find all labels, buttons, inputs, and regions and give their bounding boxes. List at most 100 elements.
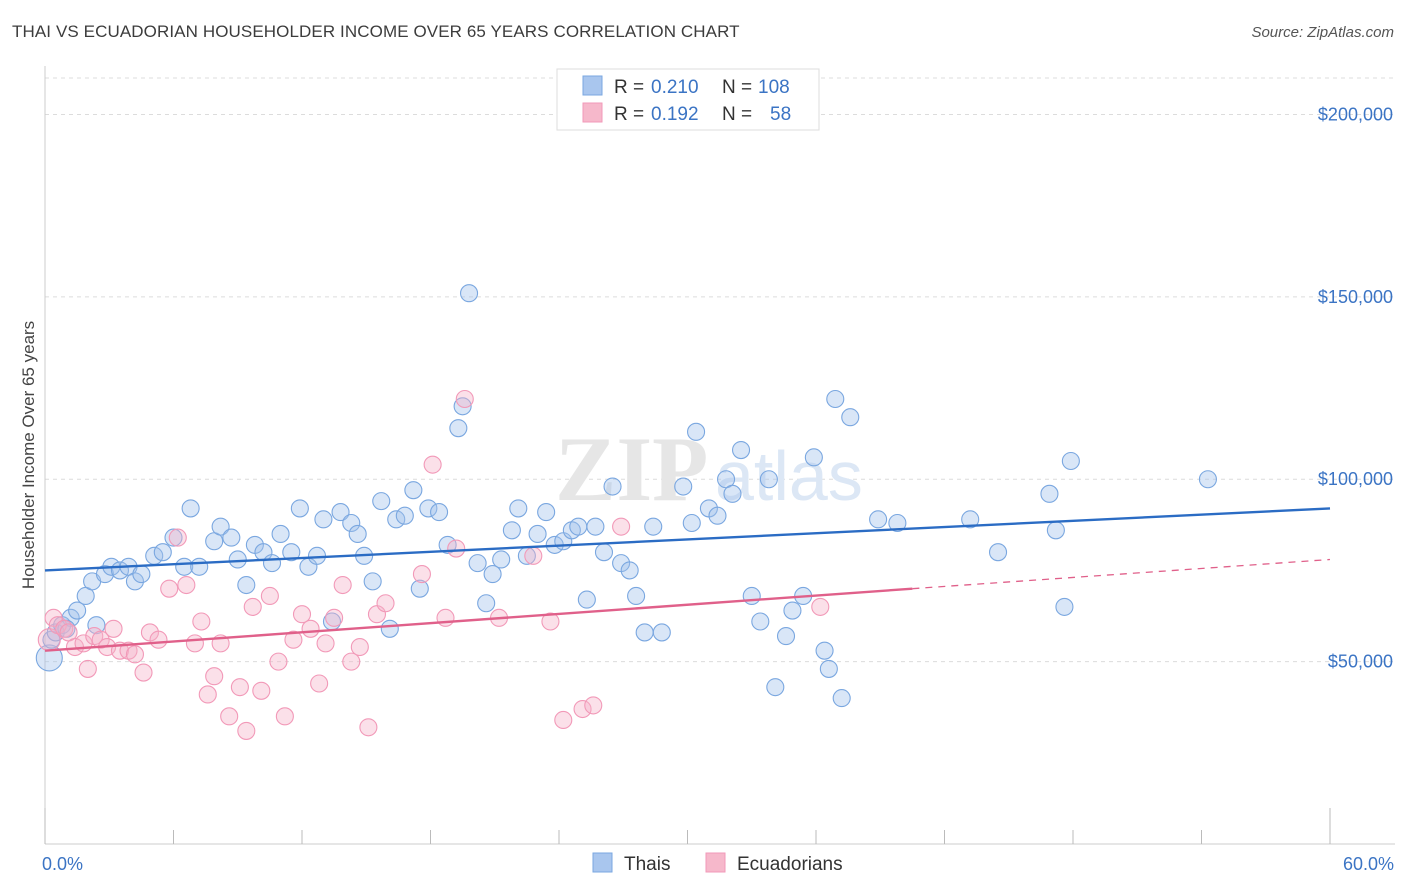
data-point [766,678,785,697]
watermark: ZIP atlas [555,418,863,520]
data-point [153,543,172,562]
data-point [811,597,830,616]
legend-n-label-2: N = [722,104,752,125]
data-point [742,586,761,606]
data-point [731,441,751,460]
legend-n-label-1: N = [722,77,752,98]
bottom-legend-swatch-thais [592,852,613,873]
trend-line-ecuadorians [44,587,913,652]
source-label: Source: ZipAtlas.com [1251,24,1394,41]
data-point [185,634,204,653]
data-point [168,528,187,547]
data-point [348,524,367,544]
data-point [524,546,543,565]
data-point [569,517,588,536]
data-point [477,594,496,613]
trend-lines [44,507,1331,652]
y-axis-title: Householder Income Over 65 years [19,321,38,589]
data-point [1040,484,1059,503]
legend-swatch-ecuadorians [582,102,603,123]
data-point [620,561,639,580]
data-point [603,477,622,496]
data-point [410,579,429,598]
data-point [125,645,144,664]
data-point [674,477,693,496]
data-point [1046,521,1065,540]
data-point [869,510,888,529]
data-point [192,612,211,631]
data-point [961,510,980,529]
trend-line-extension [912,558,1331,590]
data-point [104,619,123,638]
data-point [262,554,282,573]
data-point [468,554,487,573]
data-point [331,503,350,522]
data-point [292,605,312,624]
data-point [635,623,654,642]
bottom-legend-label-thais: Thais [624,854,670,875]
legend-r-label-1: R = [614,77,644,98]
data-point [594,543,614,562]
y-tick-label: $50,000 [1328,652,1393,672]
bottom-legend-swatch-ecuadorians [705,852,726,873]
data-point [423,455,442,474]
data-point [35,644,63,672]
data-point [723,484,742,503]
data-point [125,572,144,591]
data-point [177,575,196,595]
data-point [815,641,834,660]
trend-line-thais [44,507,1331,572]
y-tick-label: $200,000 [1318,104,1393,124]
data-point [275,707,294,726]
data-point [783,601,802,620]
axes [44,66,1395,845]
data-point [68,601,87,620]
data-point [502,521,521,540]
data-point [220,707,239,726]
data-point [78,659,97,678]
data-point [584,696,603,715]
bottom-legend: Thais Ecuadorians [592,852,843,875]
data-point [776,627,796,646]
data-point [841,408,860,427]
data-point [260,586,279,606]
data-point [819,659,838,678]
bottom-legend-label-ecuadorians: Ecuadorians [737,854,843,875]
watermark-atlas: atlas [715,437,863,515]
data-point [230,678,249,697]
data-point [237,721,256,740]
data-point [483,565,502,584]
data-point [612,517,631,536]
data-point [134,663,153,682]
data-point [376,594,395,613]
data-point [181,499,200,518]
data-point [237,575,256,595]
data-point [436,608,455,627]
data-point [708,506,727,525]
legend-n-value-1: 108 [758,77,790,98]
data-point [430,503,449,522]
series-thais [35,284,1217,708]
data-point [751,612,770,631]
data-point [537,503,556,522]
data-point [449,419,468,438]
data-point [528,524,547,544]
data-point [988,543,1008,562]
data-point [290,499,309,518]
data-point [342,652,361,671]
data-point [459,284,479,303]
data-point [1198,470,1217,489]
data-point [222,528,241,547]
data-point [243,597,262,616]
data-point [554,710,573,730]
data-point [586,517,605,536]
data-point [342,513,361,533]
data-point [211,517,230,536]
data-point [395,506,414,525]
data-point [832,689,851,708]
data-point [404,481,423,500]
data-point [455,389,474,409]
legend-r-value-2: 0.192 [651,104,699,125]
data-point [87,616,106,635]
